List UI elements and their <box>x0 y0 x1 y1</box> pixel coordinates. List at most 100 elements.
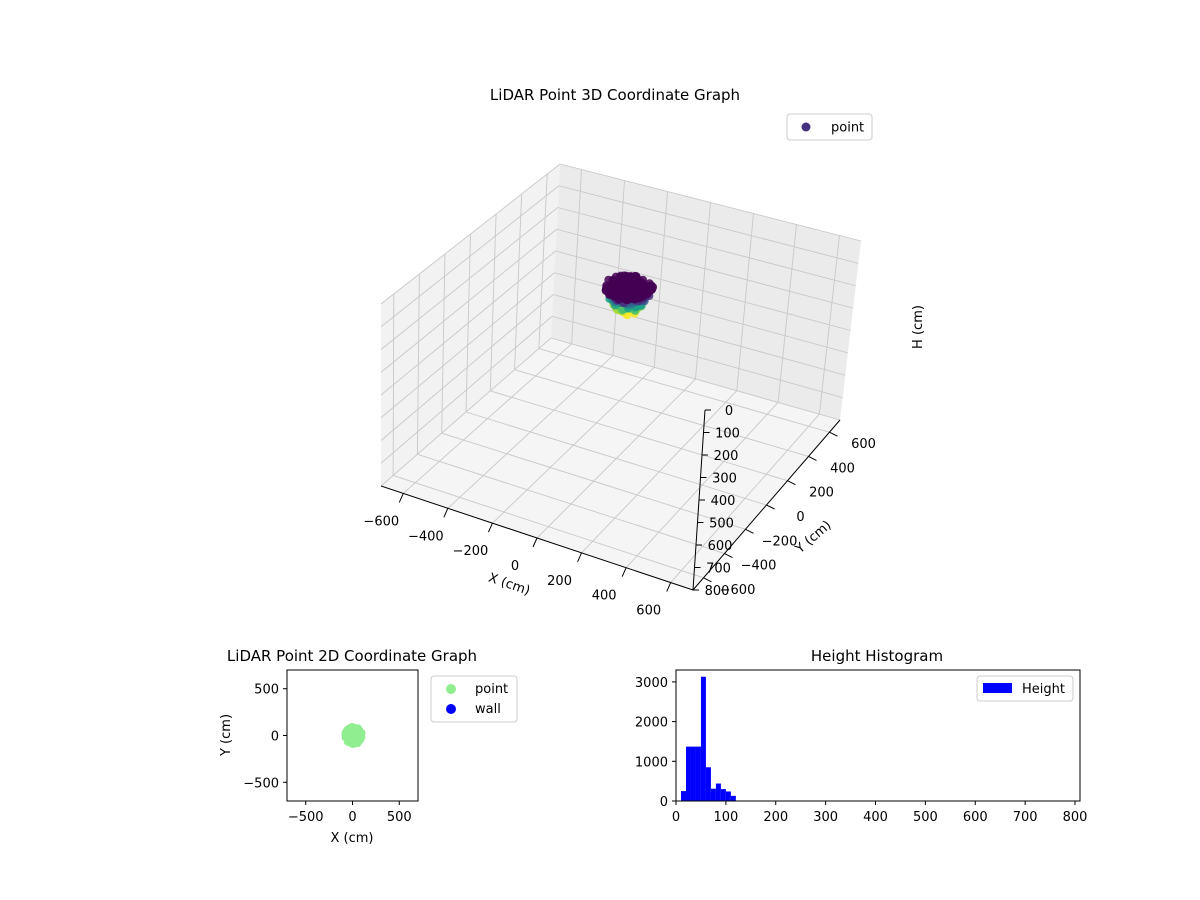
histogram-bar <box>705 767 711 801</box>
chart-2d-ylabel: Y (cm) <box>219 714 234 757</box>
tick-label-x: 500 <box>913 810 938 825</box>
tick-label-x: 300 <box>813 810 838 825</box>
tick-label-z: 300 <box>712 472 737 487</box>
gridline-z-back <box>556 228 854 309</box>
gridline-z-left <box>380 337 552 487</box>
chart-3d: LiDAR Point 3D Coordinate Graph −600 −400… <box>363 86 926 619</box>
tick-label-y: −600 <box>720 583 756 598</box>
tick-label-z: 200 <box>714 449 739 464</box>
tick-label-y: 2000 <box>635 716 668 731</box>
histogram-title: Height Histogram <box>811 647 943 665</box>
tick-x <box>666 582 672 592</box>
histogram-bar <box>700 676 706 801</box>
point-2d <box>343 734 351 741</box>
gridline-z-back <box>553 294 846 376</box>
tick-label-z: 800 <box>705 584 730 599</box>
tick-label-x: 500 <box>387 810 412 825</box>
gridline-y-floor <box>465 411 767 506</box>
tick-label-x: 200 <box>763 810 788 825</box>
histogram-bar <box>695 746 701 801</box>
legend-marker-wall <box>446 704 456 714</box>
tick-label-x: −400 <box>408 529 444 544</box>
chart-3d-xlabel: X (cm) <box>486 571 532 599</box>
tick-label-x: −200 <box>453 544 489 559</box>
histogram-ticks: 0 100 200 300 400 500 600 700 800 0 1000 2000 3000 <box>635 676 1088 825</box>
histogram-frame <box>675 669 1081 802</box>
histogram-bar <box>725 791 731 801</box>
chart-3d-title: LiDAR Point 3D Coordinate Graph <box>490 86 740 104</box>
tick-label-y: 1000 <box>635 755 668 770</box>
tick-label-x: 800 <box>1063 810 1088 825</box>
tick-label-z: 400 <box>711 494 736 509</box>
tick-label-x: 600 <box>636 604 661 619</box>
legend-label-wall: wall <box>475 702 501 717</box>
tick-label-y: 3000 <box>635 676 668 691</box>
point-2d <box>357 731 364 739</box>
tick-label-x: 0 <box>511 559 519 574</box>
tick-x <box>487 522 493 533</box>
tick-y <box>787 480 796 486</box>
tick-label-x: −500 <box>288 810 324 825</box>
legend-marker-height <box>983 683 1012 693</box>
gridline-z-back <box>555 250 851 331</box>
histogram-bar <box>690 746 696 801</box>
tick-label-y: 0 <box>271 730 279 745</box>
gridline-z-back <box>559 163 862 242</box>
tick-x <box>398 493 404 503</box>
legend-label-point: point <box>475 682 508 697</box>
point-2d <box>353 737 361 744</box>
tick-label-x: 0 <box>672 810 680 825</box>
chart-histogram: Height Histogram 0 100 200 300 400 500 600 700 8… <box>635 647 1088 825</box>
grid-3d <box>380 163 862 583</box>
tick-label-x: 700 <box>1013 810 1038 825</box>
tick-label-y: 0 <box>796 510 804 525</box>
legend-frame <box>786 113 873 141</box>
gridline-y-floor <box>514 369 809 457</box>
histogram-bar <box>720 789 726 801</box>
histogram-bar <box>710 788 716 801</box>
point-3d <box>603 284 613 294</box>
point-3d <box>619 291 629 301</box>
gridline-z-left <box>380 163 561 305</box>
tick-label-x: 400 <box>863 810 888 825</box>
histogram-bar <box>685 746 691 801</box>
pane-left <box>381 164 560 486</box>
point-3d <box>647 284 657 294</box>
tick-x <box>532 537 538 548</box>
tick-label-x: 100 <box>713 810 738 825</box>
tick-x <box>577 552 583 563</box>
tick-y <box>829 431 838 437</box>
tick-label-y: −400 <box>741 559 777 574</box>
tick-x <box>443 508 449 518</box>
tick-label-x: 200 <box>547 574 572 589</box>
tick-label-y: 600 <box>851 437 876 452</box>
gridline-z-back <box>558 185 859 264</box>
tick-label-y: 200 <box>809 486 834 501</box>
tick-y <box>808 455 817 461</box>
tick-y <box>745 528 754 534</box>
point-3d <box>626 279 636 289</box>
gridline-y-floor <box>417 453 725 554</box>
chart-2d-legend: point wall <box>430 675 518 723</box>
tick-label-y: 500 <box>254 683 279 698</box>
tick-label-z: 600 <box>708 539 733 554</box>
tick-y <box>703 577 712 583</box>
tick-label-x: −600 <box>363 514 399 529</box>
gridline-z-back <box>550 337 841 421</box>
chart-2d-xlabel: X (cm) <box>331 831 374 846</box>
legend-label-point: point <box>831 121 864 136</box>
point-3d <box>630 286 640 296</box>
chart-3d-legend: point <box>786 113 873 141</box>
points-3d <box>601 271 658 320</box>
tick-label-x: 400 <box>592 589 617 604</box>
gridline-y-floor <box>393 475 704 579</box>
point-2d <box>351 726 358 734</box>
gridline-z-left <box>380 294 554 441</box>
tick-label-x: 600 <box>963 810 988 825</box>
chart-2d: LiDAR Point 2D Coordinate Graph −500 0 500… <box>219 647 518 846</box>
point-3d <box>625 272 634 281</box>
point-2d <box>348 741 356 748</box>
tick-label-y: −500 <box>243 776 279 791</box>
gridline-z-left <box>380 272 555 419</box>
